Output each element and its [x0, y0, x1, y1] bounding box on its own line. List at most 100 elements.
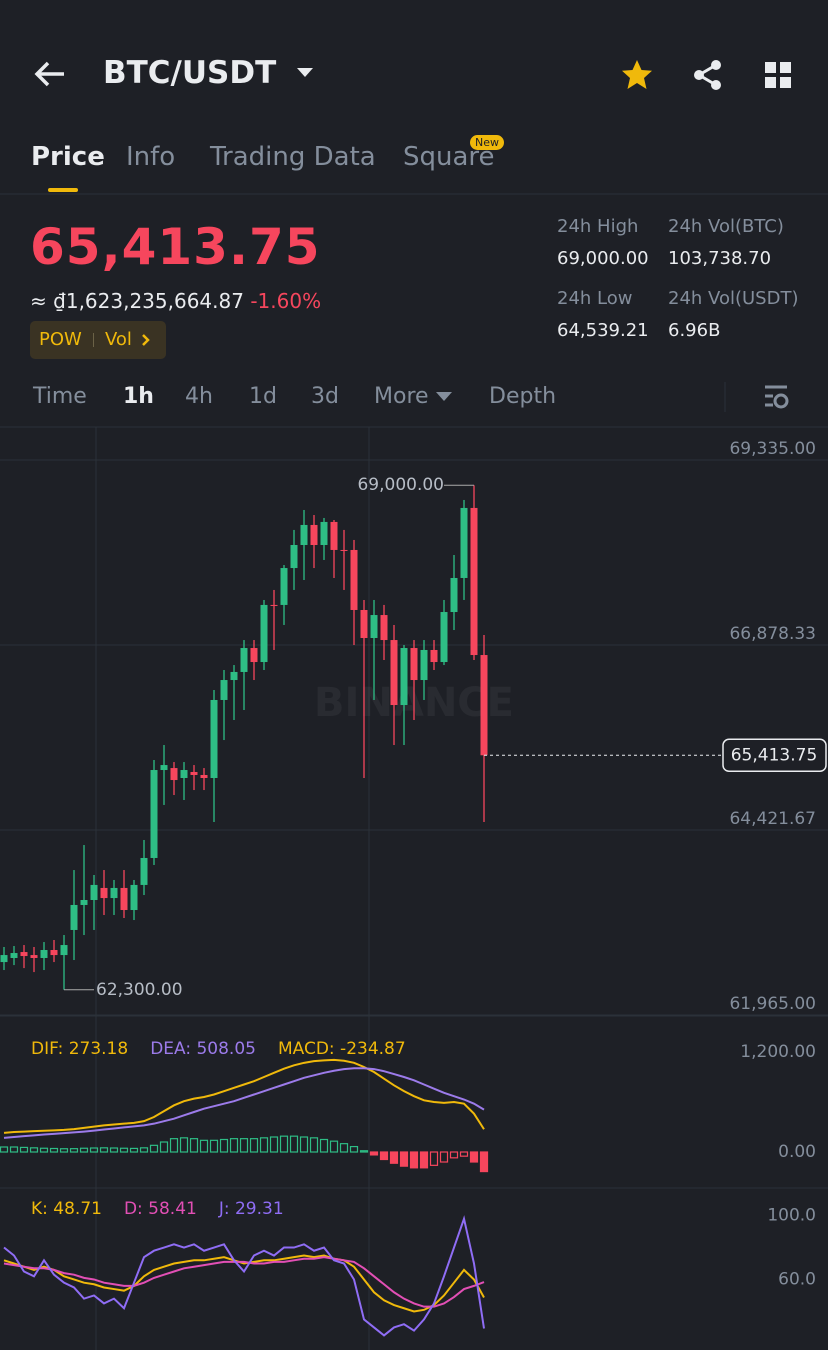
candle-body	[310, 524, 318, 545]
macd-bar	[39, 1147, 49, 1153]
pair-title[interactable]: BTC/USDT	[103, 55, 277, 91]
macd-bar	[359, 1150, 369, 1153]
last-price-label: 65,413.75	[731, 745, 818, 765]
candle-body	[40, 950, 48, 958]
macd-bar	[219, 1138, 229, 1153]
y-tick-label: 64,421.67	[729, 809, 816, 829]
candle-body	[70, 904, 78, 930]
macd-bar	[329, 1140, 339, 1153]
y-tick-label: 0.00	[778, 1142, 816, 1162]
tag-box[interactable]	[30, 321, 166, 359]
candle-body	[340, 549, 348, 551]
macd-bar	[339, 1143, 349, 1153]
candle-body	[80, 900, 88, 905]
indicator-line	[3, 1215, 485, 1337]
macd-bar	[0, 1146, 9, 1153]
candle-body	[280, 568, 288, 605]
back-button[interactable]	[34, 60, 66, 88]
candle-body	[350, 549, 358, 610]
macd-bar	[469, 1151, 479, 1163]
candle-body	[330, 521, 338, 550]
y-tick-label: 1,200.00	[740, 1042, 816, 1062]
macd-bar	[89, 1147, 99, 1153]
macd-bar	[409, 1151, 419, 1169]
y-tick-label: 100.0	[767, 1206, 816, 1226]
interval[interactable]: 3d	[311, 384, 339, 409]
candle-body	[60, 945, 68, 956]
tab-indicator	[48, 188, 78, 192]
legend-entry: DIF: 273.18	[31, 1039, 128, 1059]
interval[interactable]: Depth	[489, 384, 557, 409]
macd-bar	[139, 1147, 149, 1153]
candle-body	[240, 648, 248, 672]
interval[interactable]: 1h	[123, 384, 154, 409]
macd-bar	[249, 1138, 259, 1153]
macd-bar	[119, 1147, 129, 1153]
macd-bar	[389, 1151, 399, 1164]
candle-body	[140, 857, 148, 885]
macd-bar	[19, 1146, 29, 1153]
candle-body	[360, 609, 368, 639]
interval[interactable]: 1d	[249, 384, 277, 409]
macd-bar	[459, 1151, 469, 1157]
macd-bar	[99, 1147, 109, 1153]
candle-body	[170, 768, 178, 781]
tab[interactable]: Info	[126, 142, 176, 172]
tag-separator	[93, 333, 94, 347]
legend-entry: K: 48.71	[31, 1199, 102, 1219]
macd-bar	[199, 1139, 209, 1153]
legend-entry: J: 29.31	[218, 1199, 284, 1219]
candle-body	[230, 671, 238, 681]
new-badge: New	[470, 135, 504, 150]
candle-body	[220, 680, 228, 700]
chart-settings[interactable]	[763, 384, 791, 410]
macd-bar	[259, 1137, 269, 1153]
candle-body	[250, 648, 258, 663]
candle-body	[460, 507, 468, 578]
candle-body	[450, 577, 458, 613]
tag: Vol	[105, 329, 132, 350]
macd-bar	[129, 1147, 139, 1153]
macd-bar	[59, 1148, 69, 1153]
macd-bar	[419, 1151, 429, 1169]
candle-body	[380, 615, 388, 641]
interval[interactable]: More	[374, 384, 429, 409]
candle-body	[270, 604, 278, 606]
stat-label: 24h Low	[557, 288, 633, 309]
price-change: -1.60%	[250, 289, 322, 313]
interval[interactable]: Time	[33, 384, 87, 409]
share-button[interactable]	[692, 59, 724, 91]
macd-bar	[9, 1146, 19, 1153]
tab[interactable]: Price	[31, 142, 105, 172]
candle-body	[130, 884, 138, 911]
layout-button[interactable]	[765, 62, 792, 89]
macd-bar	[369, 1151, 379, 1156]
stat-label: 24h Vol(USDT)	[668, 288, 799, 309]
macd-bar	[449, 1151, 459, 1159]
macd-bar	[379, 1151, 389, 1161]
macd-bar	[289, 1135, 299, 1153]
more-dropdown[interactable]	[436, 392, 452, 402]
macd-bar	[189, 1138, 199, 1153]
chevron	[142, 334, 150, 346]
macd-bar	[79, 1147, 89, 1153]
last-price-box	[722, 738, 827, 773]
candle-body	[440, 612, 448, 663]
candle-body	[20, 952, 28, 957]
candle-body	[10, 953, 18, 958]
favorite-star[interactable]	[621, 59, 653, 90]
pair-dropdown[interactable]	[297, 68, 313, 78]
indicator-line	[3, 1067, 485, 1139]
candle-body	[110, 887, 118, 899]
interval[interactable]: 4h	[185, 384, 213, 409]
candle-body	[300, 524, 308, 545]
indicator-line	[3, 1256, 485, 1308]
macd-bar	[309, 1137, 319, 1153]
tab[interactable]: Trading Data	[210, 142, 376, 172]
candle-body	[100, 887, 108, 899]
candle-body	[150, 770, 158, 858]
candle-body	[320, 521, 328, 545]
tag: POW	[39, 329, 82, 350]
